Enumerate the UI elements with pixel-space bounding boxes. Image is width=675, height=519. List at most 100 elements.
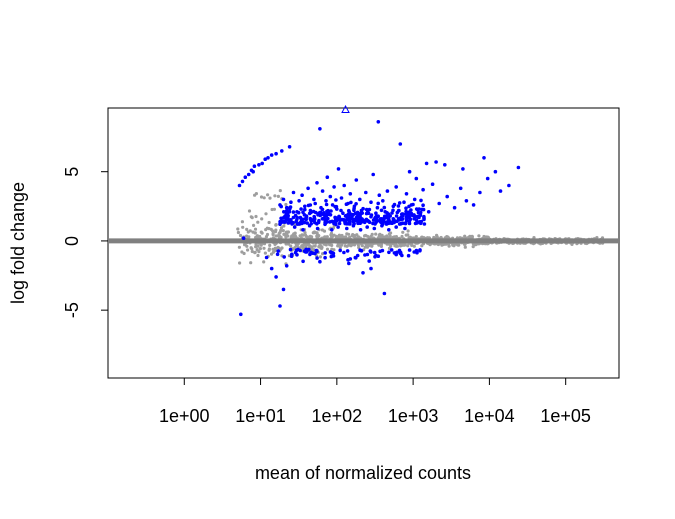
significant-point bbox=[414, 248, 419, 253]
significant-point bbox=[280, 149, 284, 153]
significant-point bbox=[359, 249, 364, 253]
significant-point bbox=[404, 215, 409, 219]
significant-point bbox=[354, 178, 359, 182]
significant-point bbox=[381, 199, 385, 203]
significant-point bbox=[404, 206, 408, 210]
significant-point bbox=[369, 214, 373, 219]
significant-point bbox=[308, 216, 313, 221]
significant-point bbox=[281, 220, 285, 224]
significant-point bbox=[430, 182, 435, 186]
significant-point bbox=[365, 225, 370, 229]
gray-point bbox=[276, 234, 280, 238]
gray-point bbox=[363, 245, 367, 249]
gray-point bbox=[393, 243, 397, 247]
significant-point bbox=[443, 163, 447, 167]
gray-point bbox=[408, 235, 412, 239]
significant-point bbox=[292, 225, 297, 229]
gray-point bbox=[245, 234, 249, 238]
gray-point bbox=[252, 223, 256, 227]
significant-point bbox=[407, 248, 412, 252]
gray-point bbox=[273, 194, 277, 198]
significant-point bbox=[397, 201, 402, 205]
significant-point bbox=[312, 197, 316, 202]
gray-point bbox=[237, 245, 241, 249]
significant-point bbox=[322, 216, 326, 220]
gray-point bbox=[259, 195, 264, 199]
gray-point bbox=[254, 245, 258, 249]
gray-point bbox=[245, 227, 249, 231]
significant-point bbox=[329, 254, 334, 259]
significant-point bbox=[354, 255, 358, 260]
significant-point bbox=[269, 153, 274, 157]
significant-point bbox=[339, 196, 344, 200]
gray-point bbox=[440, 243, 444, 247]
significant-point bbox=[286, 214, 291, 218]
significant-point bbox=[310, 251, 315, 255]
gray-point bbox=[360, 244, 364, 248]
significant-point bbox=[349, 200, 353, 205]
gray-point bbox=[343, 244, 347, 248]
significant-point bbox=[516, 165, 521, 170]
gray-point bbox=[412, 244, 416, 248]
significant-point bbox=[409, 211, 414, 216]
significant-point bbox=[394, 214, 399, 218]
significant-point bbox=[416, 214, 420, 219]
significant-point bbox=[313, 210, 318, 215]
significant-point bbox=[404, 219, 409, 223]
significant-point bbox=[336, 225, 340, 229]
significant-point bbox=[345, 249, 350, 253]
gray-point bbox=[284, 202, 288, 207]
gray-point bbox=[253, 227, 258, 231]
significant-point bbox=[330, 203, 335, 207]
gray-point bbox=[249, 246, 253, 250]
significant-point bbox=[308, 252, 312, 257]
significant-point bbox=[418, 248, 422, 253]
gray-point bbox=[595, 236, 599, 240]
significant-point bbox=[389, 248, 394, 252]
x-tick-label: 1e+02 bbox=[312, 406, 363, 426]
gray-point bbox=[324, 243, 328, 247]
significant-point bbox=[422, 214, 426, 219]
gray-point bbox=[278, 189, 282, 193]
gray-point bbox=[338, 246, 342, 250]
gray-point bbox=[276, 194, 280, 198]
gray-point bbox=[266, 193, 270, 197]
significant-point bbox=[507, 183, 511, 188]
significant-point bbox=[385, 220, 389, 224]
gray-point bbox=[380, 233, 384, 237]
significant-point bbox=[461, 167, 465, 171]
y-tick-label: -5 bbox=[62, 302, 82, 318]
gray-point bbox=[347, 243, 351, 247]
gray-point bbox=[279, 226, 284, 230]
significant-point bbox=[382, 205, 387, 210]
significant-point bbox=[295, 222, 300, 226]
gray-point bbox=[377, 233, 381, 237]
significant-point bbox=[264, 255, 269, 260]
significant-point bbox=[237, 183, 242, 188]
significant-point bbox=[396, 208, 401, 213]
gray-point bbox=[272, 207, 276, 211]
significant-point bbox=[422, 217, 426, 222]
gray-point bbox=[340, 235, 344, 239]
significant-point bbox=[347, 210, 352, 214]
significant-point bbox=[411, 202, 415, 207]
significant-point bbox=[282, 210, 286, 214]
significant-point bbox=[328, 213, 333, 217]
gray-point bbox=[301, 244, 305, 248]
significant-point bbox=[239, 312, 243, 317]
significant-point bbox=[323, 221, 328, 225]
significant-point bbox=[282, 215, 286, 220]
gray-point bbox=[377, 242, 381, 246]
significant-point bbox=[356, 215, 361, 220]
significant-point bbox=[257, 163, 261, 167]
significant-point bbox=[367, 207, 372, 212]
gray-point bbox=[256, 244, 260, 248]
significant-point bbox=[346, 258, 350, 262]
significant-point bbox=[372, 250, 377, 255]
significant-point bbox=[345, 226, 349, 231]
significant-point bbox=[330, 219, 335, 224]
significant-point bbox=[334, 219, 339, 223]
significant-point bbox=[328, 194, 333, 199]
gray-point bbox=[290, 234, 294, 238]
